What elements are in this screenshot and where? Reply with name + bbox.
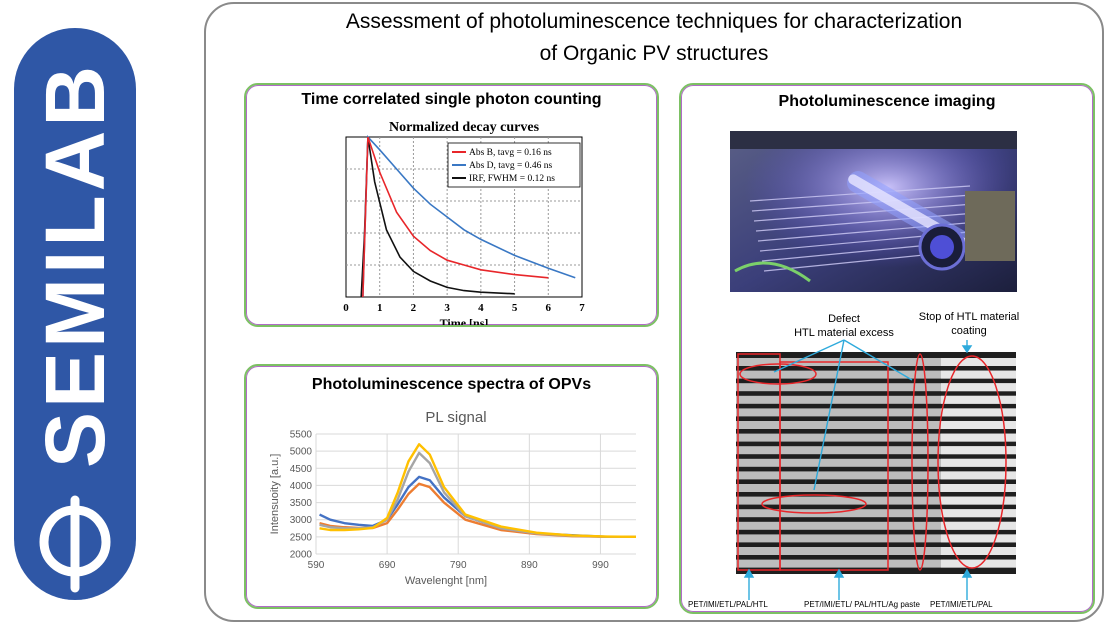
page-title-line1: Assessment of photoluminescence techniqu…: [345, 10, 963, 33]
brand-name: SEMILAB: [28, 62, 122, 468]
decay-x-tick-label: 4: [478, 302, 484, 314]
pl-y-tick-label: 4000: [290, 481, 313, 492]
imaging-panel-title: Photoluminescence imaging: [778, 93, 996, 110]
pl-cell-stripe: [736, 547, 1016, 555]
decay-x-axis-label: Time [ns]: [440, 316, 489, 325]
pl-x-tick-label: 790: [450, 560, 467, 571]
pl-cell-stripe: [736, 471, 1016, 480]
page-title: Assessment of photoluminescence techniqu…: [204, 6, 1104, 70]
pl-cell-stripe: [736, 421, 1016, 429]
pl-cell-stripe: [736, 383, 1016, 392]
pl-cell-stripe-bright: [941, 484, 1016, 492]
pl-cell-stripe: [736, 446, 1016, 455]
pl-cell-stripe-bright: [941, 547, 1016, 555]
pl-image-map: [736, 352, 1016, 574]
pl-y-tick-label: 3000: [290, 515, 313, 526]
decay-chart-title: Normalized decay curves: [389, 120, 540, 135]
pl-cell-stripe: [736, 534, 1016, 543]
decay-x-tick-label: 3: [444, 302, 450, 314]
pl-cell-stripe: [736, 496, 1016, 505]
pl-y-tick-label: 5000: [290, 447, 313, 458]
pl-cell-stripe-bright: [941, 471, 1016, 480]
pl-x-tick-label: 590: [308, 560, 325, 571]
pl-cell-stripe: [736, 433, 1016, 442]
pl-cell-stripe-bright: [941, 421, 1016, 429]
layer-label-3: PET/IMI/ETL/PAL: [930, 600, 993, 609]
pl-cell-stripe: [736, 395, 1016, 404]
pl-cell-stripe: [736, 370, 1016, 379]
pl-cell-stripe-bright: [941, 521, 1016, 530]
pl-cell-stripe-bright: [941, 433, 1016, 442]
pl-cell-stripe-bright: [941, 358, 1016, 366]
pl-cell-stripe-bright: [941, 559, 1016, 568]
pl-cell-stripe-bright: [941, 370, 1016, 379]
pl-x-tick-label: 990: [592, 560, 609, 571]
brand-pill: SEMILAB: [14, 28, 136, 600]
pl-y-tick-label: 2000: [290, 550, 313, 561]
pl-y-tick-label: 5500: [290, 430, 313, 441]
pl-cell-stripe: [736, 521, 1016, 530]
pl-x-tick-label: 690: [379, 560, 396, 571]
decay-x-tick-label: 2: [411, 302, 417, 314]
decay-legend-entry: IRF, FWHM = 0.12 ns: [469, 174, 555, 184]
decay-x-tick-label: 5: [512, 302, 518, 314]
pl-y-tick-label: 2500: [290, 532, 313, 543]
decay-series-line: [362, 135, 576, 298]
decay-legend-entry: Abs D, tavg = 0.46 ns: [469, 161, 553, 171]
decay-legend-box: [447, 142, 581, 188]
pl-x-axis-label: Wavelenght [nm]: [405, 575, 487, 587]
pl-chart-title: PL signal: [425, 409, 486, 426]
decay-legend-entry: Abs B, tavg = 0.16 ns: [469, 148, 552, 158]
imaging-annotations: Defect HTL material excess Stop of HTL m…: [684, 300, 1094, 614]
pl-cell-stripe-bright: [941, 446, 1016, 455]
defect-label-line2: HTL material excess: [794, 327, 894, 339]
pl-y-tick-label: 3500: [290, 498, 313, 509]
pl-cell-stripe-bright: [941, 509, 1016, 518]
pl-cell-stripe-bright: [941, 395, 1016, 404]
decay-x-tick-label: 6: [546, 302, 552, 314]
decay-x-tick-label: 1: [377, 302, 383, 314]
pl-cell-stripe-bright: [941, 534, 1016, 543]
tcspc-panel-title: Time correlated single photon counting: [301, 91, 602, 108]
layer-label-1: PET/IMI/ETL/PAL/HTL: [688, 600, 768, 609]
stop-coating-label: Stop of HTL material coating: [904, 310, 1034, 338]
pl-cell-stripe: [736, 509, 1016, 518]
pl-cell-stripe-bright: [941, 496, 1016, 505]
decay-legend: Abs B, tavg = 0.16 ns Abs D, tavg = 0.46 …: [447, 142, 581, 188]
decay-series-line: [362, 136, 549, 298]
tcspc-panel: Time correlated single photon counting N…: [244, 83, 659, 327]
annotation-arrows: [743, 339, 973, 600]
stop-coating-label-line2: coating: [951, 325, 987, 337]
decay-x-tick-label: 0: [343, 302, 349, 314]
pl-y-axis-label: Intensuoity [a.u.]: [269, 454, 281, 535]
pl-cell-stripe-bright: [941, 383, 1016, 392]
pl-x-tick-label: 890: [521, 560, 538, 571]
layer-label-2: PET/IMI/ETL/ PAL/HTL/Ag paste: [804, 600, 920, 609]
stop-coating-label-line1: Stop of HTL material: [918, 311, 1020, 323]
brand-banner: SEMILAB: [14, 28, 136, 600]
spectra-panel: Photoluminescence spectra of OPVs PL sig…: [244, 364, 659, 609]
pl-spectrum-chart: PL signal 2000 2500 3000 3500 4000 4500 5000 550…: [269, 409, 637, 587]
decay-chart: Normalized decay curves 0 1 2 3 4 5 6 7 Time [ns]…: [343, 120, 585, 325]
defect-label-line1: Defect: [828, 313, 860, 325]
pl-imaging-machine-photo-icon: [730, 131, 1017, 292]
pl-y-tick-label: 4500: [290, 464, 313, 475]
decay-x-tick-label: 7: [579, 302, 585, 314]
pl-series-line: [319, 443, 637, 539]
pl-cell-stripe: [736, 408, 1016, 417]
pl-cell-stripe-bright: [941, 408, 1016, 417]
pl-cell-stripe: [736, 484, 1016, 492]
pl-cell-stripe: [736, 559, 1016, 568]
defect-label: Defect HTL material excess: [764, 312, 924, 340]
semilab-phi-logo-icon: [14, 480, 136, 600]
pl-cell-stripe-bright: [941, 458, 1016, 467]
page-title-line2: of Organic PV structures: [539, 42, 769, 65]
pl-cell-stripe: [736, 458, 1016, 467]
spectra-panel-title: Photoluminescence spectra of OPVs: [311, 376, 592, 393]
